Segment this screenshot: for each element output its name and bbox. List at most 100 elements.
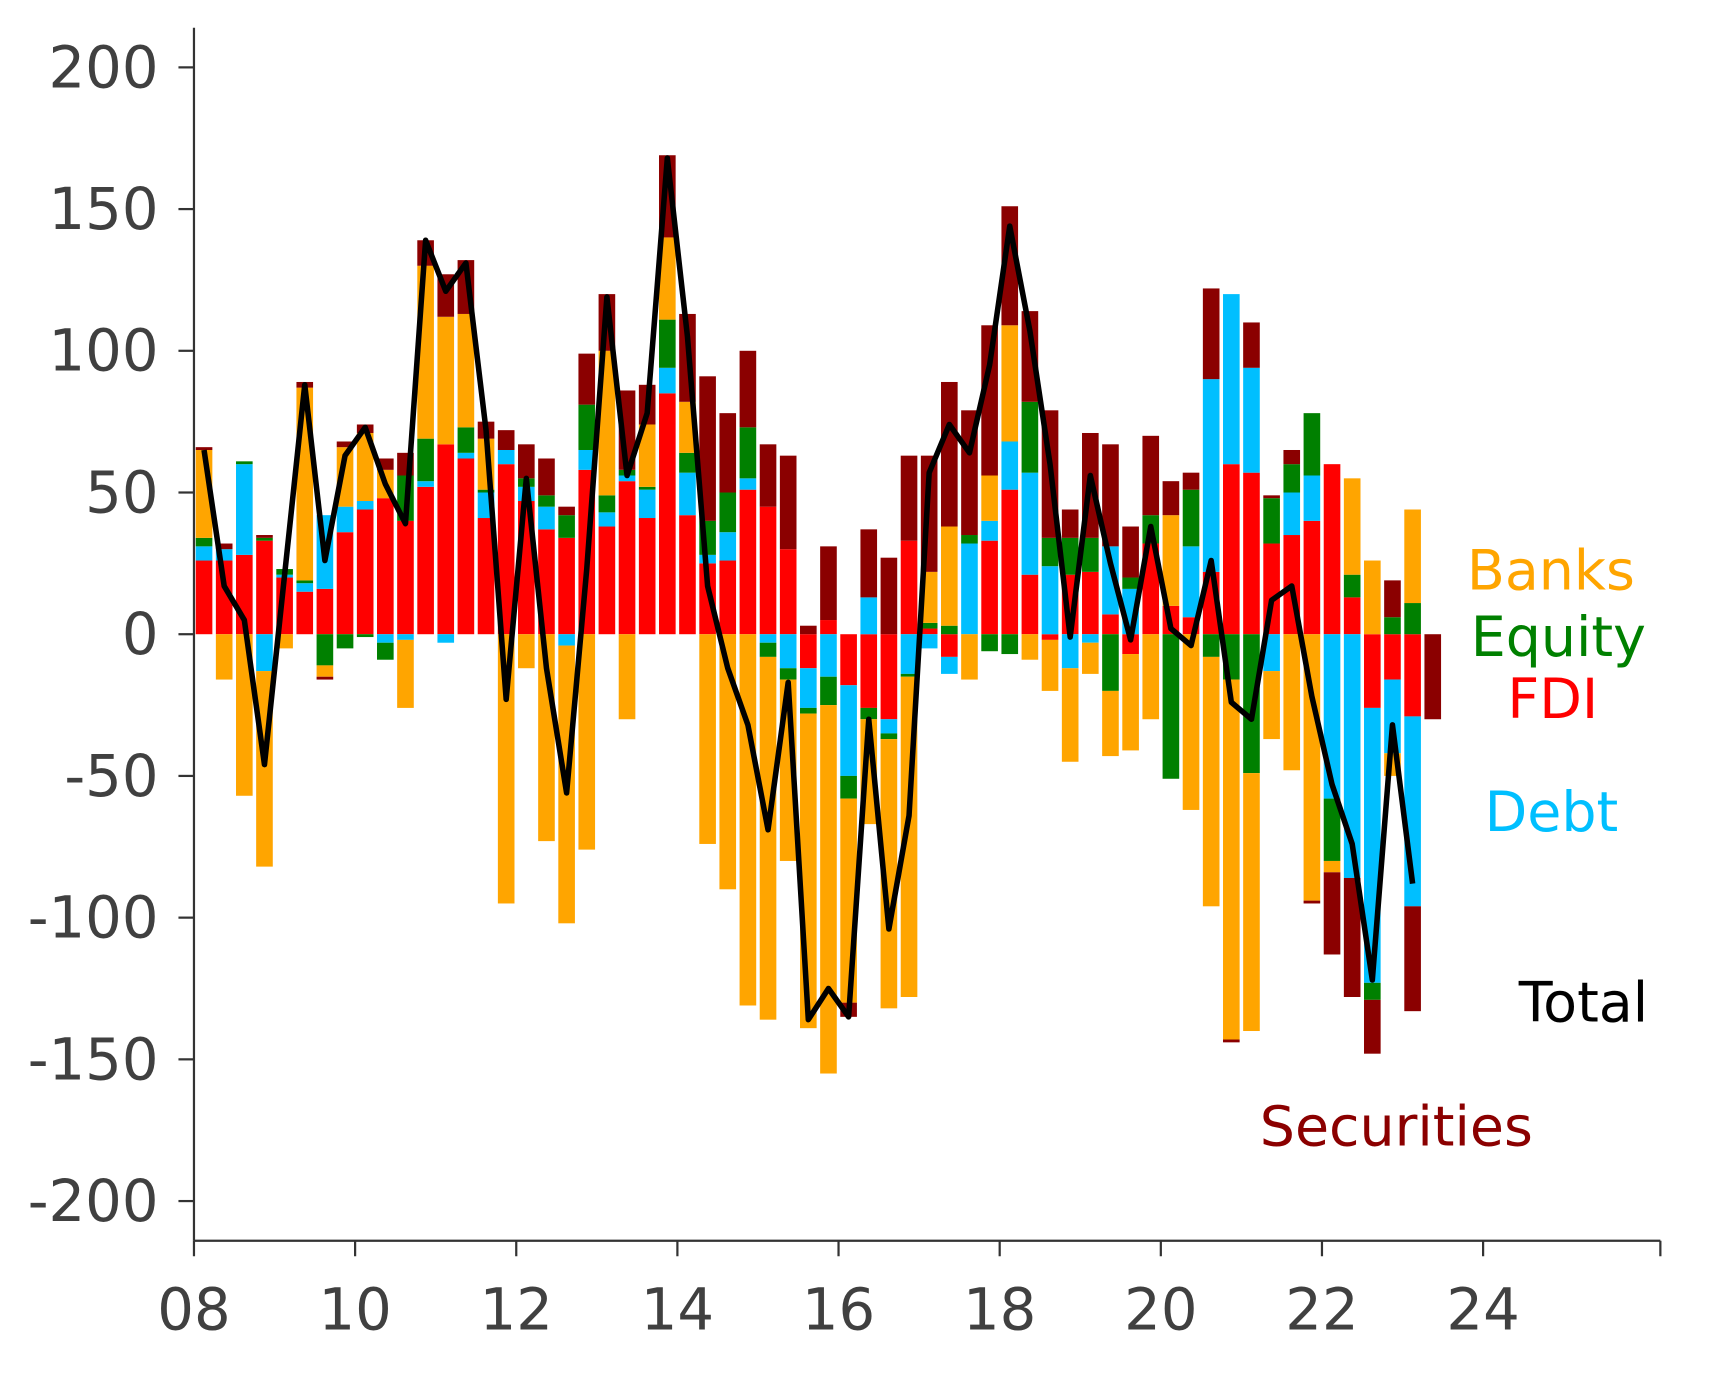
y-tick-label: 200 — [49, 34, 159, 101]
bar-equity — [477, 489, 495, 493]
bar-securities — [497, 430, 515, 450]
bar-equity — [236, 461, 253, 465]
bar-banks — [880, 739, 898, 1009]
bar-banks — [1162, 515, 1180, 606]
bar-debt — [679, 472, 696, 516]
bar-equity — [1303, 413, 1321, 476]
bar-banks — [1001, 325, 1019, 442]
bar-debt — [1061, 634, 1079, 669]
x-tick-label: 22 — [1285, 1276, 1358, 1343]
bars-layer — [195, 155, 1442, 1074]
bar-equity — [1364, 982, 1381, 1000]
x-tick-label: 24 — [1446, 1276, 1519, 1343]
bar-debt — [1202, 379, 1220, 572]
y-tick-label: 0 — [122, 601, 159, 668]
bar-equity — [1283, 464, 1301, 493]
bar-equity — [296, 580, 314, 584]
bar-equity — [457, 427, 475, 453]
bar-banks — [941, 526, 958, 626]
bar-debt — [1102, 546, 1119, 615]
bar-debt — [1283, 492, 1301, 536]
bar-securities — [800, 625, 817, 635]
y-tick-label: -50 — [64, 743, 158, 810]
bar-fdi — [256, 540, 273, 635]
legend-label-securities: Securities — [1260, 1095, 1533, 1159]
bar-fdi — [316, 588, 334, 635]
bar-debt — [800, 668, 817, 708]
x-tick-label: 16 — [802, 1276, 875, 1343]
bar-equity — [1082, 537, 1099, 572]
bar-securities — [1142, 435, 1160, 516]
bar-banks — [1343, 478, 1361, 575]
bar-equity — [316, 634, 334, 666]
bar-equity — [417, 438, 434, 482]
bar-debt — [1384, 679, 1401, 754]
bar-equity — [1202, 634, 1220, 657]
bar-equity — [598, 495, 616, 513]
bar-equity — [377, 642, 394, 660]
bar-securities — [1303, 900, 1321, 904]
bar-fdi — [1102, 614, 1119, 635]
bar-debt — [1041, 566, 1059, 635]
bar-fdi — [1041, 634, 1059, 640]
bar-banks — [1082, 642, 1099, 674]
bar-equity — [981, 634, 998, 652]
bar-fdi — [497, 464, 515, 635]
bar-fdi — [377, 498, 394, 635]
bar-banks — [981, 475, 998, 521]
bar-equity — [256, 537, 273, 541]
bar-equity — [920, 622, 938, 629]
bar-fdi — [215, 560, 233, 635]
bar-equity — [1323, 798, 1341, 861]
bar-debt — [981, 520, 998, 541]
y-tick-label: 50 — [85, 459, 158, 526]
bar-equity — [800, 707, 817, 714]
bar-fdi — [719, 560, 737, 635]
bar-equity — [1102, 634, 1119, 691]
bar-banks — [1102, 690, 1119, 757]
bar-equity — [356, 634, 374, 638]
bar-securities — [538, 458, 555, 496]
bar-securities — [719, 413, 737, 493]
bar-banks — [739, 634, 757, 1006]
bar-debt — [1021, 472, 1039, 575]
bar-fdi — [840, 634, 857, 686]
bar-debt — [659, 367, 676, 394]
x-tick-label: 14 — [641, 1276, 714, 1343]
bar-fdi — [880, 634, 898, 720]
bar-equity — [578, 404, 596, 450]
bar-debt — [638, 489, 656, 519]
bar-equity — [195, 537, 213, 547]
bar-securities — [779, 455, 797, 550]
bar-banks — [1263, 671, 1280, 740]
bar-securities — [1404, 906, 1421, 1012]
bar-banks — [1061, 668, 1079, 762]
bar-debt — [1001, 441, 1019, 490]
legend-label-banks: Banks — [1467, 539, 1635, 603]
bar-equity — [1162, 634, 1180, 779]
bar-securities — [377, 458, 394, 470]
x-tick-label: 08 — [157, 1276, 230, 1343]
bar-banks — [316, 665, 334, 677]
bar-debt — [1243, 367, 1260, 473]
bar-banks — [437, 316, 455, 445]
x-tick-label: 10 — [318, 1276, 391, 1343]
bar-securities — [1263, 495, 1280, 499]
y-tick-label: 150 — [49, 176, 159, 243]
bar-equity — [759, 642, 777, 657]
bar-securities — [941, 381, 958, 527]
bar-securities — [1343, 877, 1361, 997]
bar-equity — [840, 775, 857, 799]
bar-fdi — [598, 526, 616, 635]
x-tick-label: 12 — [480, 1276, 553, 1343]
bar-banks — [236, 634, 253, 796]
bar-fdi — [1243, 472, 1260, 635]
bar-debt — [779, 634, 797, 669]
bar-debt — [215, 549, 233, 561]
bar-banks — [659, 237, 676, 320]
bar-banks — [961, 634, 978, 680]
bar-equity — [1001, 634, 1019, 655]
bar-securities — [316, 676, 334, 680]
bar-banks — [356, 432, 374, 502]
